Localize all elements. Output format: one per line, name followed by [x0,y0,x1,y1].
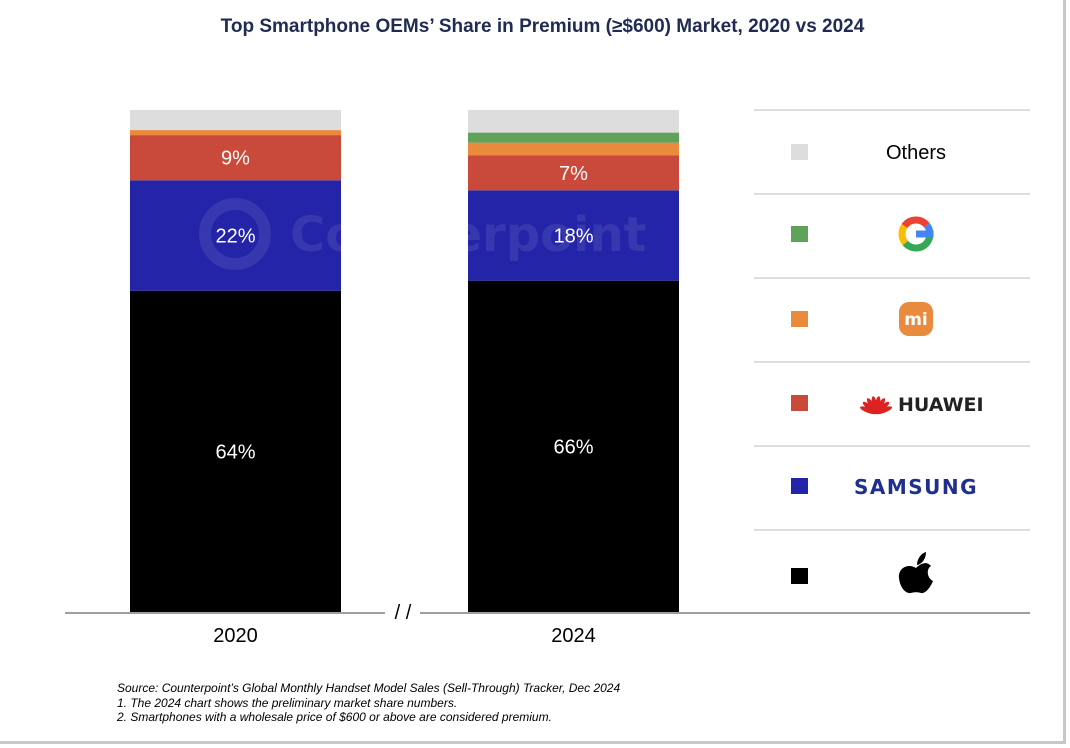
watermark: Counterpoint [199,198,647,270]
svg-text:HUAWEI: HUAWEI [898,394,984,416]
footnote-1: 1. The 2024 chart shows the preliminary … [117,695,458,710]
data-label-huawei-2024: 7% [559,163,588,185]
source-notes: Source: Counterpoint’s Global Monthly Ha… [117,681,620,725]
bar-segment-others-2020 [130,110,341,131]
chart-title: Top Smartphone OEMs’ Share in Premium (≥… [220,16,865,37]
x-tick-label-2020: 2020 [213,625,258,647]
data-label-huawei-2020: 9% [221,148,250,170]
svg-text:SAMSUNG: SAMSUNG [854,475,978,499]
legend-swatch-huawei [791,395,808,411]
apple-logo-icon [898,552,933,594]
legend: Others mi HUAWEI SAMSUNG [754,109,1030,594]
legend-swatch-apple [791,568,808,584]
data-label-apple-2024: 66% [553,436,593,458]
bar-segment-others-2024 [468,110,679,133]
data-label-samsung-2024: 18% [553,226,593,248]
bar-segment-xiaomi-2024 [468,142,679,156]
legend-swatch-samsung [791,478,808,494]
bar-segment-huawei-2024 [468,155,679,191]
bar-segment-apple-2020 [130,290,341,612]
legend-swatch-google [791,226,808,242]
bar-segment-samsung-2024 [468,190,679,281]
bar-segment-huawei-2020 [130,135,341,181]
bar-segment-xiaomi-2020 [130,130,341,136]
huawei-logo-icon: HUAWEI [859,394,984,416]
legend-label-others: Others [886,142,946,164]
xiaomi-logo-icon: mi [899,302,933,336]
bar-segment-google-2024 [468,132,679,143]
footnote-2: 2. Smartphones with a wholesale price of… [117,710,552,724]
data-label-samsung-2020: 22% [215,226,255,248]
source-note: Source: Counterpoint’s Global Monthly Ha… [117,681,621,695]
x-tick-label-2024: 2024 [551,625,596,647]
svg-text:Others: Others [886,142,946,164]
bar-segment-apple-2024 [468,280,679,612]
data-label-apple-2020: 64% [215,441,255,463]
svg-text:mi: mi [904,310,928,330]
bar-segment-samsung-2020 [130,180,341,291]
legend-swatch-others [791,144,808,160]
google-logo-icon [898,216,934,252]
axis-break-mark: / / [395,602,412,624]
watermark-text: Counterpoint [290,207,647,263]
legend-swatch-xiaomi [791,311,808,327]
samsung-logo-icon: SAMSUNG [854,475,978,499]
